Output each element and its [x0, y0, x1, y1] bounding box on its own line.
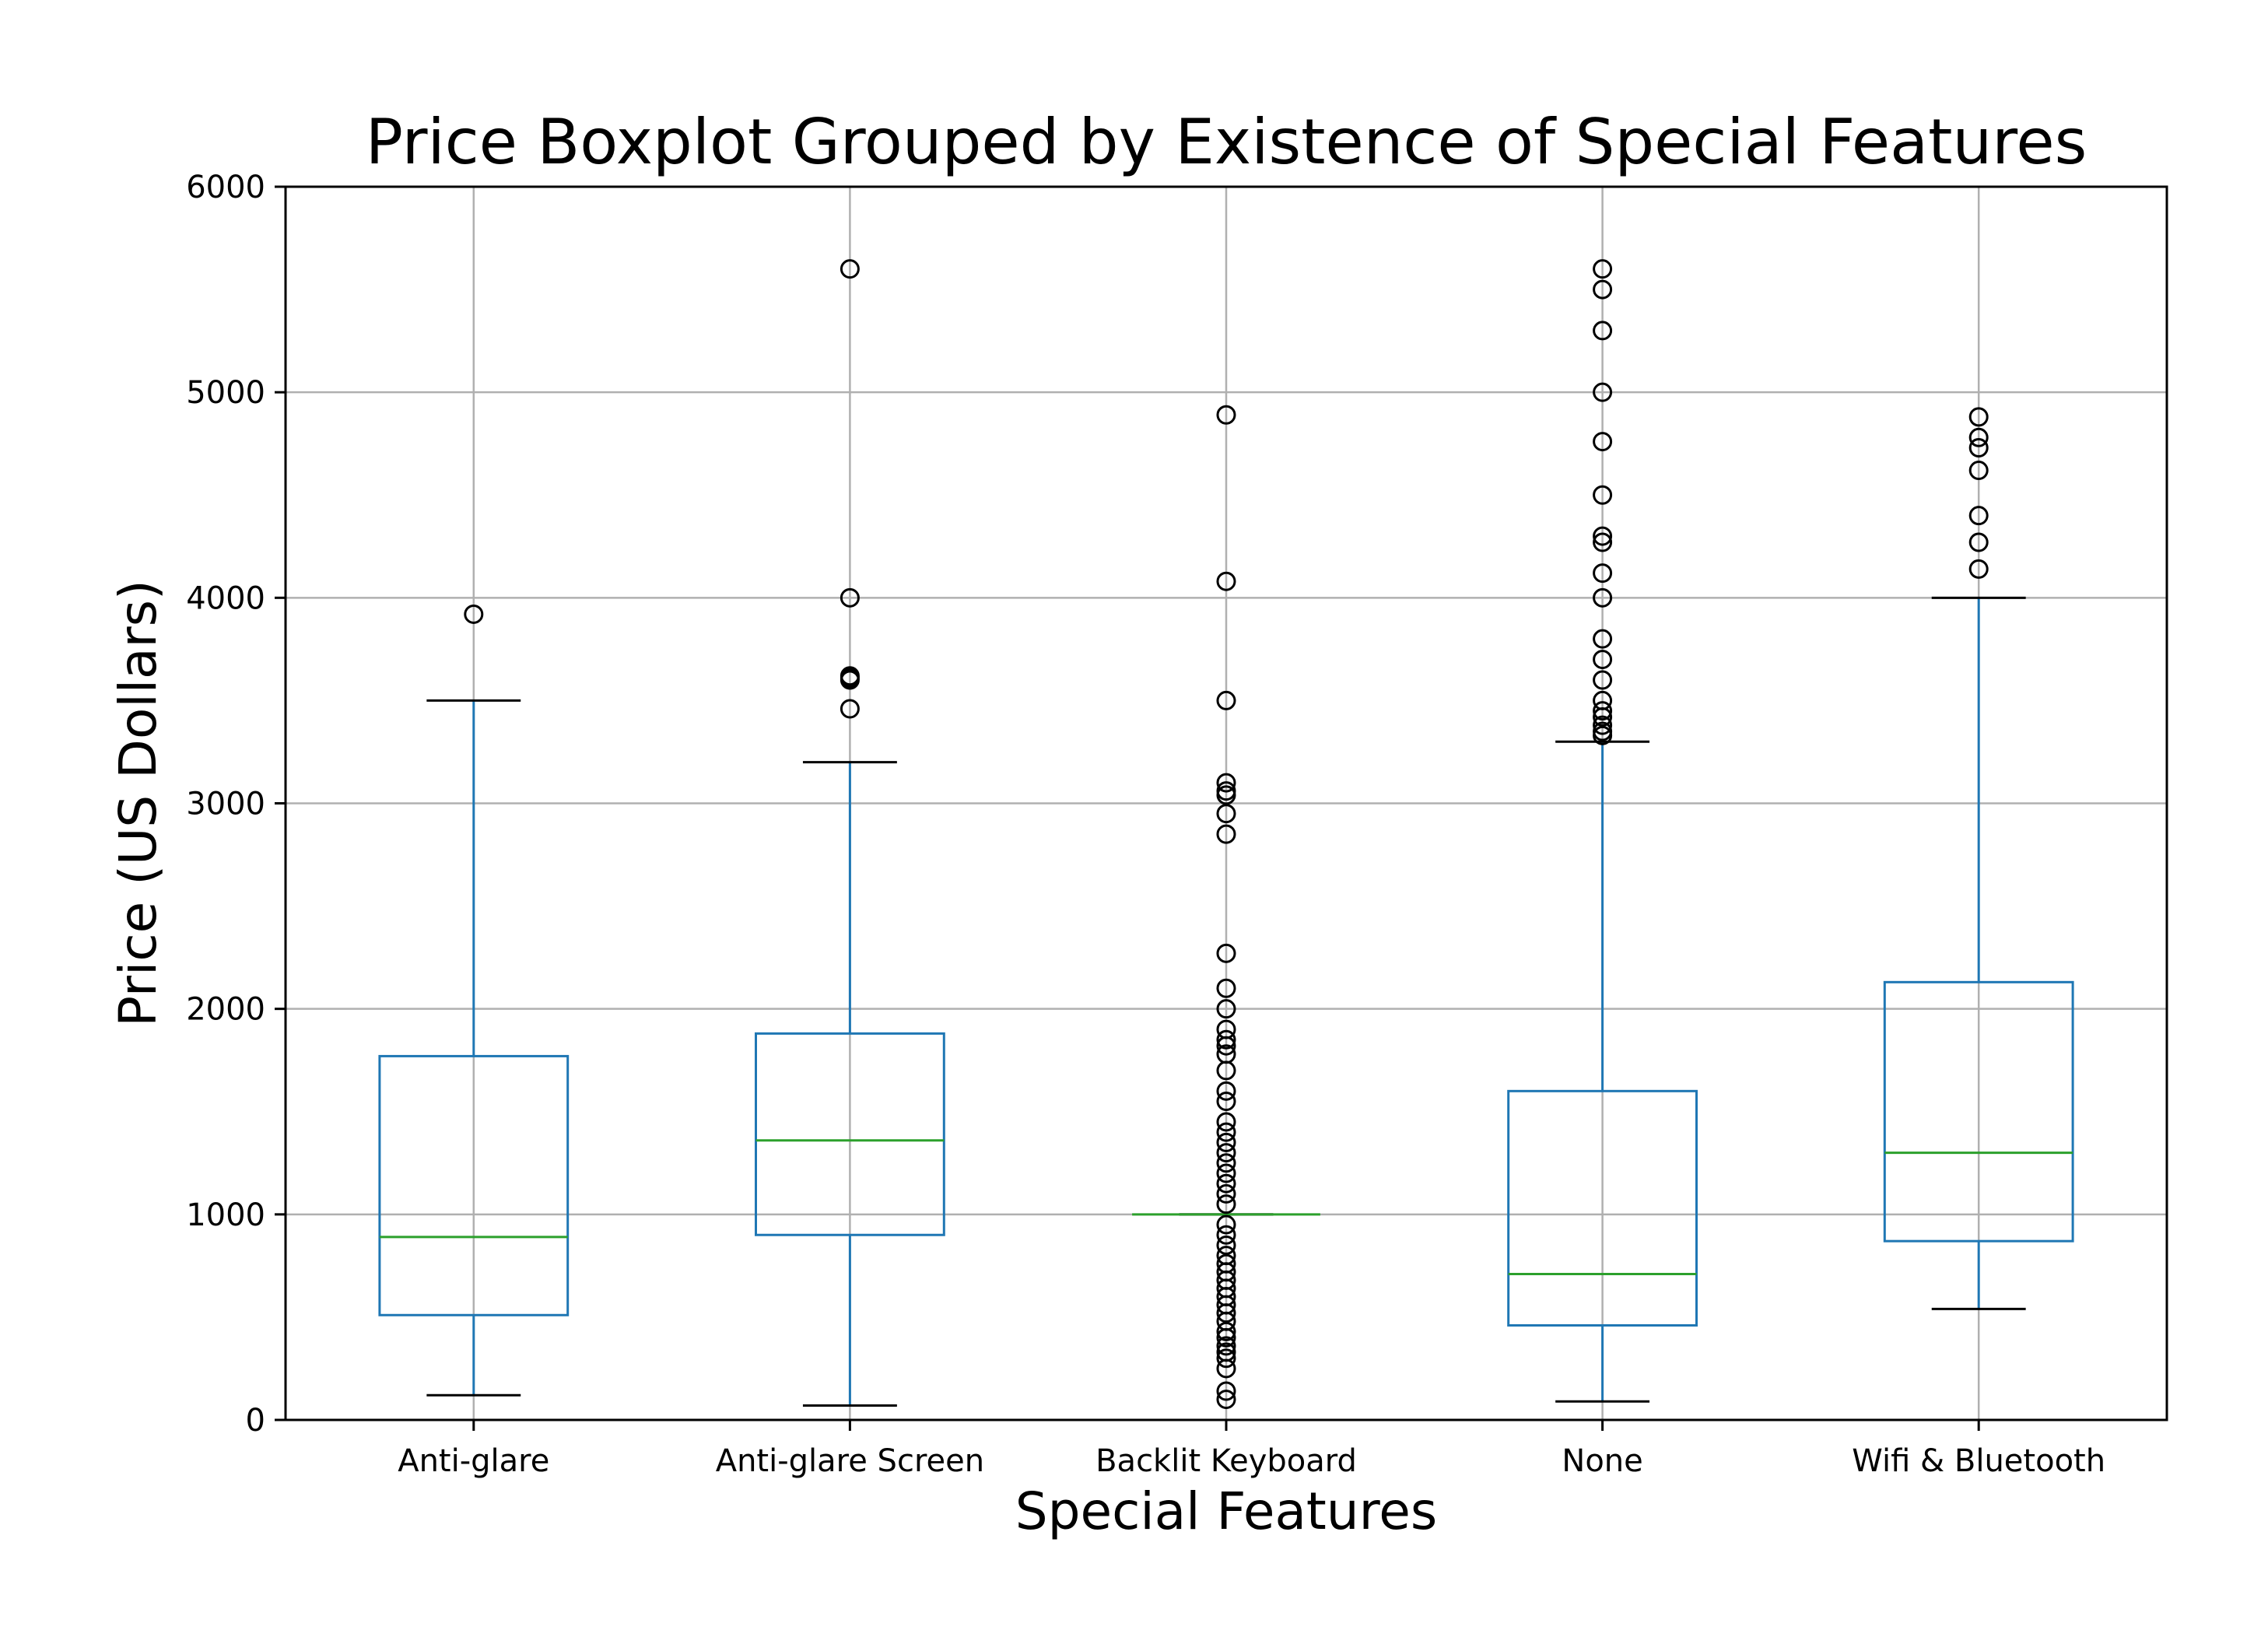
- outlier-point: [1593, 321, 1613, 341]
- outlier-point: [1216, 1143, 1236, 1163]
- outlier-point: [1216, 1122, 1236, 1142]
- iqr-box: [755, 1032, 945, 1236]
- outlier-point: [1593, 563, 1613, 584]
- outlier-point: [1216, 1390, 1236, 1410]
- outlier-point: [1216, 1215, 1236, 1235]
- outlier-point: [1593, 382, 1613, 402]
- x-tick-label: Anti-glare Screen: [716, 1443, 984, 1479]
- x-tick-label: Backlit Keyboard: [1095, 1443, 1357, 1479]
- outlier-point: [1216, 1163, 1236, 1183]
- outlier-point: [840, 699, 860, 719]
- outlier-point: [1216, 1235, 1236, 1255]
- outlier-point: [1968, 437, 1989, 457]
- outlier-point: [1593, 701, 1613, 721]
- outlier-point: [1968, 532, 1989, 552]
- outlier-point: [1593, 259, 1613, 279]
- outlier-point: [1216, 781, 1236, 801]
- y-tick-label: 6000: [186, 170, 265, 205]
- x-tick-label: Wifi & Bluetooth: [1852, 1443, 2105, 1479]
- outlier-point: [1216, 405, 1236, 425]
- box-group: [378, 699, 570, 1397]
- outlier-point: [1593, 721, 1613, 741]
- outlier-point: [1968, 506, 1989, 526]
- outlier-point: [1593, 279, 1613, 300]
- outlier-point: [1216, 1381, 1236, 1401]
- outlier-point: [1968, 407, 1989, 427]
- outlier-point: [1216, 978, 1236, 998]
- outlier-point: [1593, 670, 1613, 690]
- outlier-point: [1216, 999, 1236, 1019]
- y-tick-label: 5000: [186, 375, 265, 411]
- outlier-point: [1216, 1194, 1236, 1215]
- outlier-point: [1593, 485, 1613, 505]
- y-axis-label: Price (US Dollars): [108, 580, 168, 1027]
- outlier-point: [1216, 773, 1236, 793]
- outlier-point: [1216, 1112, 1236, 1132]
- outlier-point: [1216, 1321, 1236, 1341]
- outlier-point: [1593, 532, 1613, 552]
- y-tick-label: 4000: [186, 580, 265, 616]
- outlier-point: [1216, 943, 1236, 963]
- box-layer: [378, 596, 2074, 1407]
- outlier-point: [1216, 1044, 1236, 1064]
- outlier-point: [1593, 587, 1613, 608]
- outlier-point: [1216, 1081, 1236, 1101]
- x-tick-label: Anti-glare: [398, 1443, 549, 1479]
- outlier-point: [1216, 1225, 1236, 1245]
- box-group: [1883, 596, 2074, 1310]
- outlier-point: [840, 587, 860, 608]
- tick-layer: 0 1000 2000 3000 4000 5000 6000 Anti-glare Anti-…: [186, 170, 2105, 1479]
- iqr-box: [378, 1054, 570, 1316]
- outlier-point: [1593, 629, 1613, 649]
- outlier-point: [1216, 1342, 1236, 1362]
- outlier-point: [1216, 1132, 1236, 1152]
- outlier-point: [1216, 1153, 1236, 1173]
- outlier-point: [1593, 650, 1613, 670]
- iqr-box: [1883, 980, 2074, 1243]
- outlier-point: [1216, 1019, 1236, 1039]
- x-axis-label: Special Features: [1015, 1481, 1438, 1541]
- y-tick-label: 3000: [186, 787, 265, 822]
- outlier-point: [1216, 1348, 1236, 1369]
- outlier-point: [464, 604, 484, 624]
- outlier-point: [840, 259, 860, 279]
- y-tick-label: 2000: [186, 992, 265, 1028]
- outlier-point: [1593, 715, 1613, 735]
- outlier-point: [1216, 1029, 1236, 1050]
- outlier-point: [1216, 824, 1236, 844]
- outlier-point: [1968, 559, 1989, 579]
- y-tick-label: 1000: [186, 1197, 265, 1233]
- outlier-point: [1216, 1183, 1236, 1204]
- outlier-point: [1216, 571, 1236, 591]
- box-group: [755, 761, 945, 1407]
- outlier-point: [1968, 461, 1989, 481]
- outlier-point: [1216, 1336, 1236, 1356]
- chart-title: Price Boxplot Grouped by Existence of Sp…: [366, 106, 2087, 178]
- iqr-box: [1507, 1089, 1698, 1327]
- outlier-point: [1216, 1173, 1236, 1194]
- outlier-point: [1216, 1253, 1236, 1274]
- outlier-point: [1593, 432, 1613, 452]
- outlier-point: [1216, 1092, 1236, 1112]
- outlier-point: [1593, 526, 1613, 546]
- outlier-point: [1216, 1246, 1236, 1266]
- outlier-point: [1593, 690, 1613, 710]
- x-tick-label: None: [1562, 1443, 1642, 1479]
- outlier-layer: [464, 259, 1989, 1410]
- box-group: [1507, 740, 1698, 1403]
- outlier-point: [1216, 804, 1236, 824]
- outlier-point: [1968, 427, 1989, 447]
- outlier-point: [1216, 690, 1236, 710]
- outlier-point: [840, 666, 860, 686]
- y-tick-label: 0: [246, 1403, 265, 1439]
